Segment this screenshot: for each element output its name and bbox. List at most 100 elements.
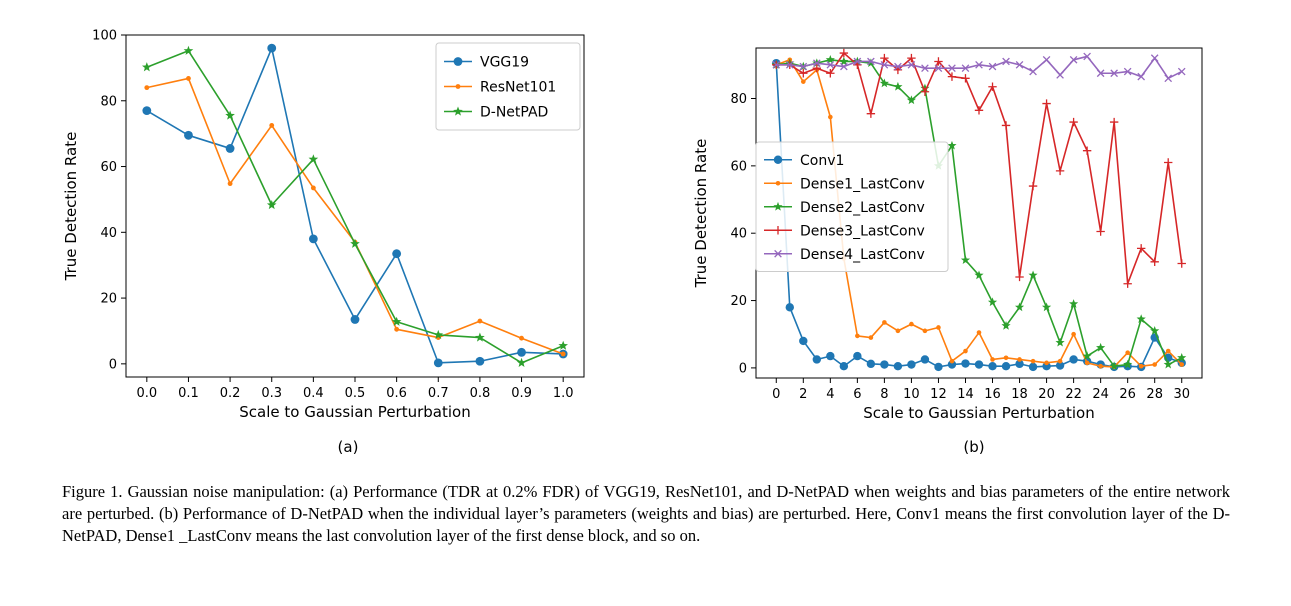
subcaption-a: (a) [338, 438, 359, 456]
y-tick-label: 80 [100, 94, 117, 109]
data-point-conv1 [907, 360, 916, 369]
legend-marker [773, 201, 783, 211]
data-point-resnet101 [269, 123, 275, 128]
data-point-dense2-lastconv [974, 270, 984, 280]
data-point-dense2-lastconv [839, 56, 849, 66]
data-point-dense3-lastconv [880, 53, 889, 63]
data-point-conv1 [812, 355, 822, 364]
legend-item-d-netpad: D-NetPAD [444, 105, 548, 121]
data-point-vgg19 [184, 130, 193, 140]
y-tick-label: 0 [109, 357, 117, 372]
data-point-conv1 [934, 362, 943, 372]
x-tick-label: 20 [1038, 387, 1055, 402]
data-point-dense2-lastconv [879, 78, 889, 88]
data-point-dense1-lastconv [1125, 350, 1130, 356]
data-point-dense3-lastconv [1177, 259, 1186, 268]
x-axis-label: Scale to Gaussian Perturbation [863, 404, 1094, 422]
data-point-dense4-lastconv [1150, 54, 1159, 62]
legend-item-dense2-lastconv: Dense2_LastConv [764, 200, 925, 216]
data-point-dense4-lastconv [1110, 69, 1118, 78]
x-tick-label: 14 [957, 387, 974, 402]
data-point-dense3-lastconv [1109, 117, 1119, 127]
data-point-dense4-lastconv [772, 61, 781, 69]
data-point-resnet101 [144, 85, 150, 91]
legend-label: Dense1_LastConv [800, 176, 925, 192]
data-point-dense4-lastconv [934, 64, 943, 73]
data-point-dense3-lastconv [1096, 227, 1105, 236]
x-tick-label: 0.2 [220, 386, 241, 401]
y-tick-label: 60 [100, 160, 117, 175]
data-point-conv1 [893, 362, 903, 371]
data-point-dense1-lastconv [1017, 357, 1022, 362]
data-point-dense3-lastconv [812, 64, 822, 73]
data-point-dense1-lastconv [1057, 358, 1063, 364]
data-point-d-netpad [516, 357, 527, 367]
data-point-dense3-lastconv [1164, 158, 1173, 167]
y-tick-label: 40 [100, 226, 117, 241]
legend-label: D-NetPAD [480, 105, 548, 121]
data-point-d-netpad [183, 45, 194, 55]
x-tick-label: 26 [1119, 387, 1136, 402]
y-tick-label: 100 [92, 29, 117, 44]
data-point-conv1 [1001, 362, 1011, 371]
data-point-dense1-lastconv [868, 335, 874, 340]
data-point-dense4-lastconv [1123, 67, 1132, 76]
x-tick-label: 18 [1011, 387, 1028, 402]
x-tick-label: 24 [1092, 387, 1109, 402]
legend-label: Dense4_LastConv [800, 247, 925, 263]
series-vgg19 [142, 43, 568, 368]
chart-a: (a) 0.0 0.1 0.2 0.3 0.4 0.5 0.6 0.7 0.8 0.9 1.0 0 20… [62, 29, 585, 456]
data-point-conv1 [974, 360, 984, 369]
data-point-dense3-lastconv [1015, 272, 1024, 282]
data-point-resnet101 [560, 351, 566, 357]
series-dense4-lastconv [772, 52, 1186, 83]
legend-marker [773, 155, 783, 164]
legend-item-resnet101: ResNet101 [444, 80, 556, 96]
data-point-dense2-lastconv [1096, 342, 1106, 352]
data-point-dense3-lastconv [920, 87, 930, 96]
data-point-dense4-lastconv [1002, 57, 1010, 66]
series-dense3-lastconv [772, 48, 1186, 288]
x-tick-label: 4 [826, 387, 834, 402]
legend-item-conv1: Conv1 [764, 153, 844, 169]
x-tick-label: 1.0 [553, 386, 574, 401]
data-point-dense3-lastconv [907, 53, 916, 63]
data-point-resnet101 [227, 181, 233, 187]
legend-item-dense3-lastconv: Dense3_LastConv [764, 223, 925, 239]
data-point-dense4-lastconv [921, 64, 929, 73]
data-point-resnet101 [310, 185, 316, 191]
data-point-vgg19 [475, 356, 485, 366]
data-point-dense2-lastconv [1069, 299, 1079, 308]
data-point-conv1 [988, 362, 997, 371]
data-point-vgg19 [225, 144, 235, 153]
x-tick-label: 10 [903, 387, 920, 402]
data-point-dense1-lastconv [1084, 360, 1090, 366]
data-point-dense3-lastconv [1055, 166, 1065, 176]
x-tick-label: 2 [799, 387, 807, 402]
data-point-d-netpad [225, 110, 235, 120]
data-point-dense2-lastconv [1055, 337, 1065, 347]
data-point-dense3-lastconv [1150, 257, 1159, 267]
data-point-dense3-lastconv [1028, 181, 1038, 191]
data-point-d-netpad [391, 316, 402, 326]
data-point-conv1 [1055, 361, 1065, 370]
legend-item-vgg19: VGG19 [444, 55, 529, 71]
data-point-dense2-lastconv [1123, 359, 1133, 369]
legend-marker [453, 106, 463, 116]
data-point-conv1 [961, 359, 970, 368]
data-point-dense3-lastconv [1042, 99, 1051, 108]
x-tick-label: 0.0 [136, 386, 157, 401]
y-tick-label: 20 [730, 294, 747, 309]
data-point-dense1-lastconv [855, 333, 860, 339]
data-point-resnet101 [394, 326, 400, 332]
data-point-d-netpad [350, 238, 360, 248]
data-point-conv1 [880, 360, 889, 369]
data-point-dense4-lastconv [961, 64, 970, 73]
legend-label: Dense3_LastConv [800, 223, 925, 239]
legend-item-dense1-lastconv: Dense1_LastConv [764, 176, 925, 192]
data-point-dense1-lastconv [922, 328, 928, 334]
data-point-dense3-lastconv [799, 69, 808, 78]
x-tick-label: 0.4 [303, 386, 324, 401]
legend-label: ResNet101 [480, 80, 556, 96]
